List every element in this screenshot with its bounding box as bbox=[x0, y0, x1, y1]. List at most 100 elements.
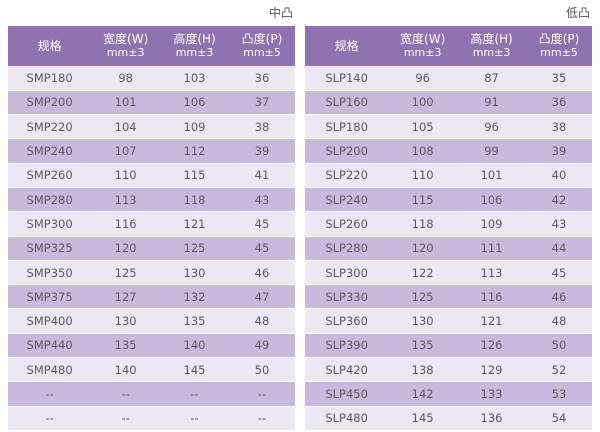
cell-crown: 38 bbox=[228, 114, 295, 140]
cell-crown: 50 bbox=[525, 333, 592, 359]
header-spec: 规格 bbox=[37, 39, 62, 53]
cell-spec: SMP350 bbox=[8, 260, 92, 286]
cell-height: 99 bbox=[457, 138, 526, 164]
cell-height: 116 bbox=[457, 284, 526, 310]
cell-spec: SMP480 bbox=[8, 357, 92, 383]
cell-crown: 38 bbox=[525, 114, 592, 140]
spec-table: 规格 宽度(W) mm±3 高度(H) mm±3 凸度(P) mm±5 SMP180 9… bbox=[8, 26, 295, 431]
cell-crown: 50 bbox=[228, 357, 295, 383]
cell-spec: SLP160 bbox=[305, 90, 389, 116]
table-row: SLP240 115 106 42 bbox=[305, 187, 592, 213]
cell-crown: 54 bbox=[525, 406, 592, 431]
table-row: SMP280 113 118 43 bbox=[8, 187, 295, 213]
cell-height: 135 bbox=[160, 308, 229, 334]
cell-crown: 36 bbox=[228, 66, 295, 91]
table-row: SMP400 130 135 48 bbox=[8, 308, 295, 334]
cell-height: 126 bbox=[457, 333, 526, 359]
header-crown: 凸度(P) mm±5 bbox=[241, 32, 283, 59]
cell-width: 145 bbox=[388, 406, 458, 431]
cell-height: 130 bbox=[160, 260, 229, 286]
table-row: SMP300 116 121 45 bbox=[8, 211, 295, 237]
cell-spec: SMP180 bbox=[8, 66, 92, 91]
cell-crown: 49 bbox=[228, 333, 295, 359]
cell-height: 121 bbox=[160, 211, 229, 237]
cell-height: 140 bbox=[160, 333, 229, 359]
cell-spec: SLP330 bbox=[305, 284, 389, 310]
cell-spec: SLP220 bbox=[305, 163, 389, 188]
cell-width: 120 bbox=[91, 236, 161, 261]
table-row: SLP360 130 121 48 bbox=[305, 308, 592, 334]
cell-width: 115 bbox=[388, 187, 458, 213]
cell-spec: SLP260 bbox=[305, 211, 389, 237]
table-row: SLP180 105 96 38 bbox=[305, 114, 592, 140]
cell-width: 108 bbox=[388, 138, 458, 164]
cell-width: 101 bbox=[91, 90, 161, 116]
cell-crown: 48 bbox=[525, 308, 592, 334]
cell-height: 125 bbox=[160, 236, 229, 261]
cell-width: 130 bbox=[91, 308, 161, 334]
cell-crown: 42 bbox=[525, 187, 592, 213]
table-row: SLP140 96 87 35 bbox=[305, 66, 592, 91]
cell-width: 138 bbox=[388, 357, 458, 383]
cell-height: -- bbox=[160, 381, 229, 407]
cell-width: 130 bbox=[388, 308, 458, 334]
cell-width: 104 bbox=[91, 114, 161, 140]
cell-crown: 39 bbox=[228, 138, 295, 164]
cell-height: 106 bbox=[160, 90, 229, 116]
cell-height: 103 bbox=[160, 66, 229, 91]
cell-spec: SMP375 bbox=[8, 284, 92, 310]
cell-spec: SLP240 bbox=[305, 187, 389, 213]
table-panel-medium-crown: 中凸 规格 宽度(W) mm±3 高度(H) mm±3 凸度(P) mm±5 SMP1… bbox=[8, 0, 295, 431]
cell-height: 115 bbox=[160, 163, 229, 188]
cell-spec: SMP240 bbox=[8, 138, 92, 164]
table-row: SLP450 142 133 53 bbox=[305, 381, 592, 407]
table-row: SMP240 107 112 39 bbox=[8, 138, 295, 164]
header-row: 规格 宽度(W) mm±3 高度(H) mm±3 凸度(P) mm±5 bbox=[305, 26, 592, 66]
cell-crown: 35 bbox=[525, 66, 592, 91]
cell-crown: 45 bbox=[228, 211, 295, 237]
table-caption: 低凸 bbox=[565, 6, 590, 20]
table-row: SMP375 127 132 47 bbox=[8, 284, 295, 310]
cell-crown: -- bbox=[228, 381, 295, 407]
cell-crown: 43 bbox=[228, 187, 295, 213]
table-panel-low-crown: 低凸 规格 宽度(W) mm±3 高度(H) mm±3 凸度(P) mm±5 SLP1… bbox=[305, 0, 592, 431]
cell-crown: 36 bbox=[525, 90, 592, 116]
cell-height: 132 bbox=[160, 284, 229, 310]
table-body: SLP140 96 87 35 SLP160 100 91 36 SLP180 105 96 38 SL… bbox=[305, 66, 592, 431]
cell-height: 112 bbox=[160, 138, 229, 164]
cell-height: 91 bbox=[457, 90, 526, 116]
header-height: 高度(H) mm±3 bbox=[470, 32, 513, 59]
cell-width: 140 bbox=[91, 357, 161, 383]
cell-width: 100 bbox=[388, 90, 458, 116]
cell-width: 105 bbox=[388, 114, 458, 140]
cell-spec: -- bbox=[8, 381, 92, 407]
table-row: SLP420 138 129 52 bbox=[305, 357, 592, 383]
cell-spec: SLP180 bbox=[305, 114, 389, 140]
cell-spec: SMP300 bbox=[8, 211, 92, 237]
cell-height: 111 bbox=[457, 236, 526, 261]
table-row: -- -- -- -- bbox=[8, 406, 295, 431]
cell-crown: 52 bbox=[525, 357, 592, 383]
table-row: SMP260 110 115 41 bbox=[8, 163, 295, 188]
header-spec: 规格 bbox=[334, 39, 359, 53]
cell-height: 145 bbox=[160, 357, 229, 383]
table-row: SMP440 135 140 49 bbox=[8, 333, 295, 359]
cell-width: 110 bbox=[91, 163, 161, 188]
cell-crown: 44 bbox=[525, 236, 592, 261]
cell-spec: SMP400 bbox=[8, 308, 92, 334]
cell-spec: SLP360 bbox=[305, 308, 389, 334]
cell-spec: SLP200 bbox=[305, 138, 389, 164]
cell-height: 136 bbox=[457, 406, 526, 431]
cell-crown: -- bbox=[228, 406, 295, 431]
cell-height: 101 bbox=[457, 163, 526, 188]
cell-height: 87 bbox=[457, 66, 526, 91]
table-row: SLP390 135 126 50 bbox=[305, 333, 592, 359]
cell-spec: SLP390 bbox=[305, 333, 389, 359]
cell-width: 98 bbox=[91, 66, 161, 91]
cell-spec: SLP420 bbox=[305, 357, 389, 383]
cell-spec: SMP325 bbox=[8, 236, 92, 261]
table-body: SMP180 98 103 36 SMP200 101 106 37 SMP220 104 109 3… bbox=[8, 66, 295, 431]
header-width: 宽度(W) mm±3 bbox=[400, 32, 446, 59]
cell-width: -- bbox=[91, 381, 161, 407]
table-row: SLP330 125 116 46 bbox=[305, 284, 592, 310]
